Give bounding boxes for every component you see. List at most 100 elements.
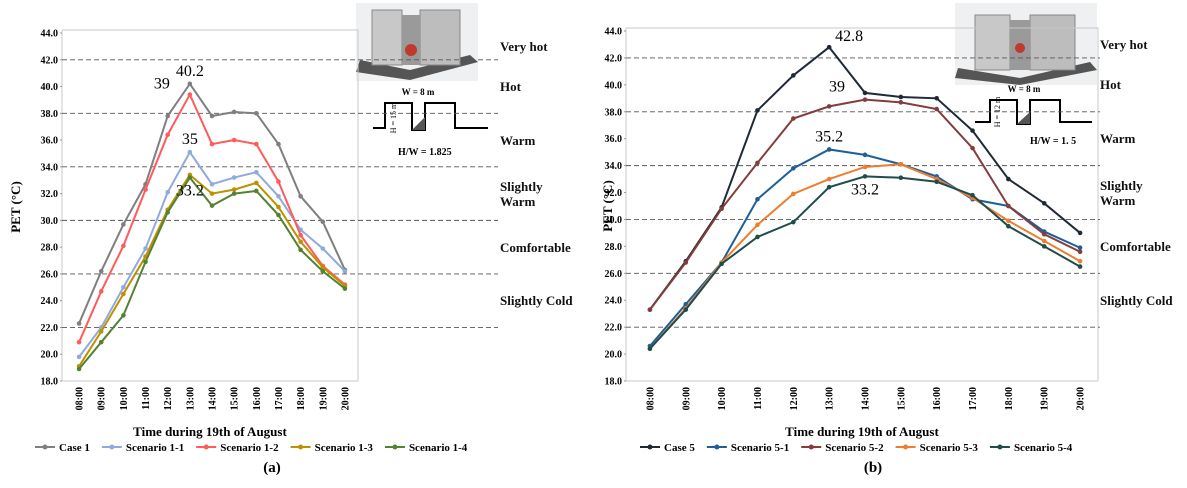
point <box>1015 43 1025 53</box>
y-tick-label: 38.0 <box>41 109 59 120</box>
point <box>719 206 724 211</box>
zone-label: Slightly Warm <box>500 179 580 209</box>
panel-label: (a) <box>263 460 281 476</box>
value-label: 33.2 <box>176 183 204 200</box>
x-tick-label: 10:00 <box>717 387 728 410</box>
x-tick-label: 19:00 <box>318 387 329 410</box>
point <box>648 307 653 312</box>
y-tick-label: 26.0 <box>41 269 59 280</box>
legend-marker <box>109 445 114 450</box>
point <box>298 248 303 253</box>
y-tick-label: 32.0 <box>41 189 59 200</box>
figure: W = 8 m H = 15 m H/W = 1.825 W = 8 m H =… <box>0 0 1187 488</box>
y-tick-label: 26.0 <box>605 269 623 280</box>
x-tick-label: 15:00 <box>230 387 241 410</box>
point <box>934 96 939 101</box>
legend-marker <box>903 445 908 450</box>
x-tick-label: 19:00 <box>1040 387 1051 410</box>
point <box>791 166 796 171</box>
y-tick-label: 40.0 <box>605 80 623 91</box>
point <box>899 95 904 100</box>
point <box>755 197 760 202</box>
y-tick-label: 20.0 <box>41 350 59 361</box>
zone-label: Warm <box>1100 131 1180 146</box>
point <box>188 175 193 180</box>
point <box>1006 177 1011 182</box>
x-tick-label: 12:00 <box>163 387 174 410</box>
x-tick-label: 17:00 <box>968 387 979 410</box>
point <box>143 187 148 192</box>
point <box>827 104 832 109</box>
point <box>276 179 281 184</box>
chart: W = 8 m H = 15 m H/W = 1.825 W = 8 m H =… <box>0 0 1187 488</box>
point <box>791 192 796 197</box>
point <box>1006 204 1011 209</box>
point <box>1078 249 1083 254</box>
point <box>1042 232 1047 237</box>
point <box>405 44 417 56</box>
inset-text: W = 8 m <box>1008 84 1041 94</box>
x-tick-label: 12:00 <box>789 387 800 410</box>
x-tick-label: 14:00 <box>861 387 872 410</box>
zone-label: Warm <box>500 133 580 148</box>
legend-marker <box>298 445 303 450</box>
point <box>827 147 832 152</box>
y-tick-label: 34.0 <box>605 161 623 172</box>
point <box>683 307 688 312</box>
legend-label: Scenario 5-3 <box>920 442 979 454</box>
point <box>343 269 348 274</box>
point <box>755 235 760 240</box>
point <box>99 340 104 345</box>
point <box>755 161 760 166</box>
series-line <box>79 95 345 343</box>
legend-marker <box>714 445 719 450</box>
y-tick-label: 36.0 <box>41 136 59 147</box>
legend-label: Scenario 1-2 <box>220 442 279 454</box>
legend-label: Scenario 1-1 <box>126 442 184 454</box>
legend-label: Scenario 1-3 <box>315 442 374 454</box>
point <box>143 260 148 265</box>
series-line <box>650 149 1080 346</box>
y-tick-label: 28.0 <box>605 242 623 253</box>
y-tick-label: 34.0 <box>41 162 59 173</box>
point <box>1078 231 1083 236</box>
point <box>210 142 215 147</box>
y-tick-label: 30.0 <box>41 216 59 227</box>
legend-marker <box>204 445 209 450</box>
point <box>77 340 82 345</box>
y-tick-label: 44.0 <box>41 29 59 40</box>
point <box>298 194 303 199</box>
point <box>970 193 975 198</box>
point <box>320 246 325 251</box>
point <box>1042 201 1047 206</box>
zone-label: Hot <box>1100 77 1180 92</box>
point <box>719 262 724 267</box>
value-label: 42.8 <box>835 28 863 45</box>
x-tick-label: 16:00 <box>932 387 943 410</box>
point <box>648 346 653 351</box>
zone-label: Comfortable <box>500 240 580 255</box>
x-axis-title: Time during 19th of August <box>785 424 939 439</box>
point <box>210 114 215 119</box>
zone-label: Slightly Cold <box>500 293 580 308</box>
x-tick-label: 16:00 <box>252 387 263 410</box>
x-tick-label: 15:00 <box>896 387 907 410</box>
y-axis-title: PET (°C) <box>8 181 23 233</box>
point <box>232 175 237 180</box>
legend-label: Scenario 5-1 <box>731 442 789 454</box>
y-axis-title: PET (°C) <box>600 180 615 232</box>
x-tick-label: 10:00 <box>119 387 130 410</box>
x-tick-label: 18:00 <box>296 387 307 410</box>
legend-label: Scenario 1-4 <box>409 442 468 454</box>
point <box>232 110 237 115</box>
point <box>165 210 170 215</box>
y-tick-label: 38.0 <box>605 107 623 118</box>
y-tick-label: 42.0 <box>41 55 59 66</box>
legend-label: Scenario 5-2 <box>825 442 884 454</box>
legend-marker <box>997 445 1002 450</box>
point <box>1078 264 1083 269</box>
point <box>121 244 126 249</box>
point <box>970 146 975 151</box>
point <box>934 179 939 184</box>
point <box>298 233 303 238</box>
